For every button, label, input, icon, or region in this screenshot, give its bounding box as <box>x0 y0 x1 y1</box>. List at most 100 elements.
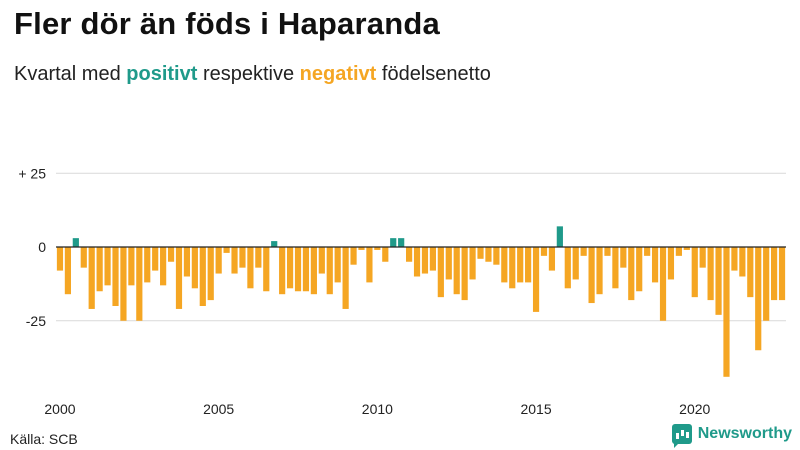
source-note: Källa: SCB <box>10 431 78 447</box>
bar <box>80 247 87 268</box>
bar-layer <box>56 226 786 377</box>
bar <box>659 247 667 321</box>
bar <box>152 247 159 271</box>
bar <box>350 247 357 265</box>
bar <box>247 247 254 289</box>
y-tick-label: 0 <box>38 239 46 255</box>
bar <box>366 247 373 283</box>
bar <box>128 247 135 286</box>
bar <box>564 247 571 289</box>
subtitle-text-3: födelsenetto <box>376 63 491 85</box>
bar <box>263 247 270 292</box>
chart-title: Fler dör än föds i Haparanda <box>14 6 440 41</box>
bar <box>167 247 175 262</box>
bar <box>374 247 381 250</box>
bar <box>763 247 770 321</box>
bar <box>382 247 389 262</box>
bar <box>715 247 722 315</box>
bar <box>413 247 421 277</box>
bar <box>421 247 429 274</box>
bar <box>112 247 119 306</box>
bar <box>485 247 492 262</box>
bar <box>390 238 397 247</box>
bar <box>628 247 635 301</box>
bar <box>398 238 405 247</box>
bar <box>778 247 786 301</box>
bar <box>477 247 484 259</box>
x-tick-label: 2000 <box>44 401 75 417</box>
brand-name: Newsworthy <box>697 425 792 442</box>
bar <box>239 247 246 268</box>
bar <box>358 247 365 250</box>
subtitle-negative-word: negativt <box>299 63 377 85</box>
bar <box>120 247 127 321</box>
bar <box>755 247 762 351</box>
y-tick-label: -25 <box>26 313 46 329</box>
x-tick-label: 2015 <box>520 401 551 417</box>
bar <box>612 247 619 289</box>
bar <box>271 241 278 247</box>
bar <box>96 247 103 292</box>
bar <box>302 247 310 292</box>
bar <box>596 247 603 295</box>
bar <box>72 238 79 247</box>
bar <box>437 247 444 298</box>
bar <box>286 247 294 289</box>
bar <box>310 247 317 295</box>
bar <box>699 247 706 268</box>
bar <box>223 247 230 253</box>
bar <box>183 247 191 277</box>
bar <box>493 247 500 265</box>
bar <box>334 247 341 283</box>
bar <box>453 247 460 295</box>
bar <box>731 247 738 271</box>
chart-subtitle: Kvartal med positivt respektive negativt… <box>14 63 491 86</box>
bar <box>318 247 325 274</box>
bar <box>651 247 659 283</box>
subtitle-text-2: respektive <box>197 63 300 85</box>
bar <box>326 247 333 295</box>
bar <box>279 247 286 295</box>
bar <box>723 247 730 377</box>
bar <box>294 247 302 292</box>
brand-logo[interactable]: Newsworthy <box>671 424 792 448</box>
axis-label-layer: + 25 0 -25 2000 2005 2010 2015 2020 <box>18 165 710 417</box>
bar <box>572 247 579 280</box>
bar <box>231 247 238 274</box>
bar <box>588 247 595 304</box>
bar <box>517 247 524 283</box>
y-tick-label: + 25 <box>18 165 46 181</box>
bar <box>556 226 563 247</box>
bar <box>342 247 349 309</box>
bar <box>136 247 143 321</box>
bar <box>548 247 556 271</box>
bar <box>675 247 682 256</box>
subtitle-positive-word: positivt <box>126 63 198 85</box>
bar <box>175 247 183 309</box>
bar <box>215 247 222 274</box>
bar <box>445 247 452 280</box>
bar <box>525 247 532 283</box>
bar <box>691 247 698 298</box>
bar <box>747 247 754 298</box>
bar <box>461 247 468 301</box>
bar <box>199 247 206 306</box>
bar <box>509 247 516 289</box>
bar <box>667 247 675 280</box>
bar <box>501 247 508 283</box>
bar <box>56 247 64 271</box>
bar <box>469 247 476 280</box>
bar <box>406 247 413 262</box>
bar <box>620 247 627 268</box>
bar <box>104 247 111 286</box>
subtitle-text-1: Kvartal med <box>14 63 127 85</box>
bar <box>144 247 151 283</box>
bar <box>207 247 214 301</box>
bar <box>739 247 746 277</box>
bar <box>88 247 95 309</box>
newsworthy-logo-icon <box>671 424 692 448</box>
bar <box>604 247 611 256</box>
bar <box>532 247 540 312</box>
bar <box>707 247 714 301</box>
